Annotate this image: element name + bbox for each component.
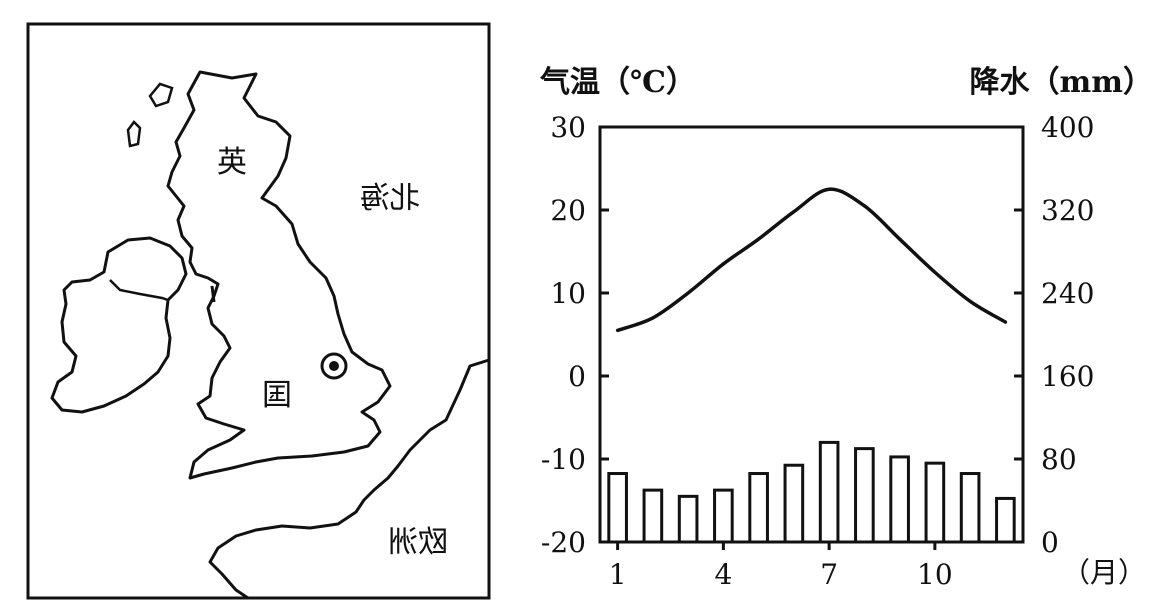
y-right-tick-label: 160 bbox=[1041, 360, 1094, 393]
y-left-tick-label: 30 bbox=[550, 111, 586, 144]
precipitation-bar-6 bbox=[783, 463, 805, 544]
y-right-tick-label: 80 bbox=[1041, 443, 1077, 476]
map-label-ouzhou: 欧洲 bbox=[388, 525, 448, 560]
precipitation-bar-1 bbox=[607, 472, 628, 544]
x-tick-label: 7 bbox=[820, 558, 838, 591]
northern-ireland-border bbox=[109, 279, 169, 302]
precipitation-bar-7 bbox=[818, 440, 840, 544]
precipitation-bar-11 bbox=[959, 472, 981, 544]
y-right-tick-label: 240 bbox=[1041, 277, 1094, 310]
x-unit-label: （月） bbox=[1062, 556, 1146, 589]
x-tick-label: 1 bbox=[609, 558, 627, 591]
y-right-tick-label: 0 bbox=[1041, 526, 1059, 559]
x-tick-label: 10 bbox=[917, 558, 953, 591]
temperature-line bbox=[615, 187, 1008, 333]
precipitation-bar-8 bbox=[854, 447, 875, 544]
precipitation-bar-9 bbox=[889, 455, 910, 544]
y-right-axis-label: 降水（mm） bbox=[970, 65, 1154, 100]
ireland-outline bbox=[50, 236, 188, 414]
y-left-tick-label: -20 bbox=[541, 526, 586, 559]
y-left-tick-label: 20 bbox=[550, 194, 586, 227]
y-right-tick-label: 320 bbox=[1041, 194, 1094, 227]
precipitation-bar-5 bbox=[748, 472, 769, 544]
y-left-tick-label: 10 bbox=[550, 277, 586, 310]
precipitation-bar-3 bbox=[677, 494, 699, 544]
y-left-axis-label: 气温（℃） bbox=[540, 65, 696, 100]
map-label-guo: 国 bbox=[262, 378, 292, 413]
island-small bbox=[126, 120, 142, 148]
x-ticks: 1 4 7 10 bbox=[609, 542, 953, 591]
map-frame bbox=[26, 22, 491, 600]
precipitation-bar-2 bbox=[642, 488, 664, 544]
x-tick-label: 4 bbox=[714, 558, 732, 591]
precipitation-bars bbox=[607, 440, 1016, 544]
precipitation-bar-10 bbox=[924, 461, 946, 544]
great-britain-outline bbox=[166, 70, 392, 480]
island-mark bbox=[210, 285, 216, 303]
y-left-tick-label: -10 bbox=[541, 443, 586, 476]
precipitation-bar-4 bbox=[713, 488, 734, 544]
precipitation-bar-12 bbox=[995, 496, 1016, 544]
map-label-ying: 英 bbox=[217, 145, 247, 180]
island-hebrides bbox=[148, 82, 174, 108]
london-marker-dot bbox=[329, 361, 339, 371]
europe-coastline bbox=[208, 358, 490, 600]
y-right-ticks: 400 320 240 160 80 0 bbox=[1014, 111, 1094, 559]
y-left-tick-label: 0 bbox=[568, 360, 586, 393]
map-label-beihai: 北海 bbox=[360, 181, 420, 216]
map-panel: 英 国 北海 欧洲 bbox=[26, 22, 491, 600]
y-right-tick-label: 400 bbox=[1041, 111, 1094, 144]
plot-frame bbox=[598, 125, 1025, 544]
y-left-ticks: 30 20 10 0 -10 -20 bbox=[541, 111, 609, 559]
